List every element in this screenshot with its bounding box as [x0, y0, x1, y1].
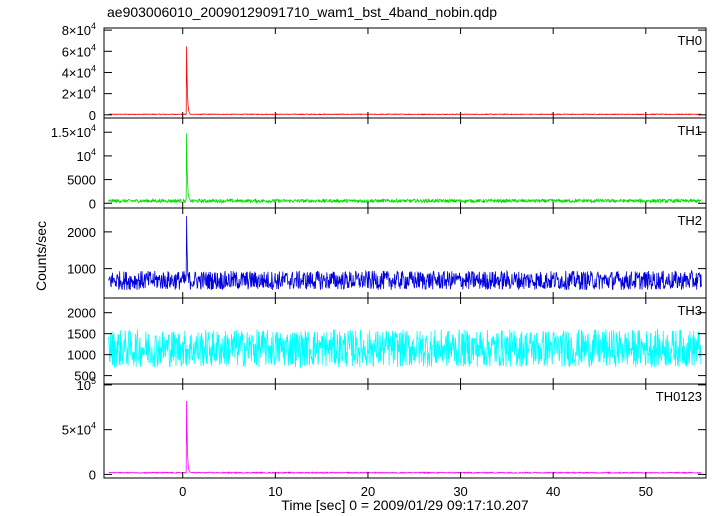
- x-tick-label: 10: [268, 484, 282, 499]
- y-tick-label: 0: [89, 467, 96, 482]
- panel-th0123: 0 5×104 105 TH0123: [62, 376, 707, 482]
- y-tick-label: 2×104: [62, 85, 96, 102]
- y-tick-label: 105: [77, 376, 96, 393]
- series-line-th1: [108, 133, 702, 205]
- series-line-th0123: [108, 401, 702, 475]
- panel-th1: 0 5000 104 1.5×104 TH1: [51, 117, 707, 211]
- y-tick-label: 8×104: [62, 21, 96, 38]
- series-line-th2: [108, 216, 702, 291]
- y-tick-label: 0: [89, 108, 96, 123]
- panel-frame: [103, 27, 707, 119]
- x-tick-label: 0: [179, 484, 186, 499]
- y-tick-label: 1500: [67, 327, 96, 342]
- series-line-th3: [108, 328, 702, 369]
- panel-frame: [103, 117, 707, 209]
- x-tick-label: 20: [361, 484, 375, 499]
- y-tick-label: 6×104: [62, 42, 96, 59]
- panel-label-th2: TH2: [677, 213, 702, 228]
- y-tick-label: 4×104: [62, 63, 96, 80]
- y-tick-label: 5000: [67, 173, 96, 188]
- series-line-th0: [108, 46, 702, 116]
- x-tick-label: 50: [639, 484, 653, 499]
- y-tick-label: 1000: [67, 348, 96, 363]
- chart-title: ae903006010_20090129091710_wam1_bst_4ban…: [107, 4, 497, 20]
- y-tick-label: 0: [89, 196, 96, 211]
- panel-label-th1: TH1: [677, 123, 702, 138]
- panel-th2: 1000 2000 TH2: [67, 207, 707, 299]
- panel-th3: 500 1000 1500 2000 TH3: [67, 297, 707, 385]
- y-tick-label: 1000: [67, 262, 96, 277]
- y-tick-label: 104: [77, 147, 96, 164]
- x-axis-label: Time [sec] 0 = 2009/01/29 09:17:10.207: [281, 497, 529, 513]
- y-tick-label: 5×104: [62, 421, 96, 438]
- panel-label-th3: TH3: [677, 303, 702, 318]
- y-tick-label: 500: [74, 369, 96, 384]
- y-tick-label: 1.5×104: [51, 123, 96, 140]
- panel-th0: 0 2×104 4×104 6×104 8×104 TH0: [62, 21, 707, 123]
- x-tick-label: 30: [453, 484, 467, 499]
- panel-label-th0123: TH0123: [656, 389, 702, 404]
- y-tick-label: 2000: [67, 225, 96, 240]
- y-axis-label: Counts/sec: [33, 221, 49, 291]
- y-tick-label: 2000: [67, 306, 96, 321]
- x-tick-label: 40: [546, 484, 560, 499]
- panel-frame: [103, 383, 707, 479]
- panel-label-th0: TH0: [677, 33, 702, 48]
